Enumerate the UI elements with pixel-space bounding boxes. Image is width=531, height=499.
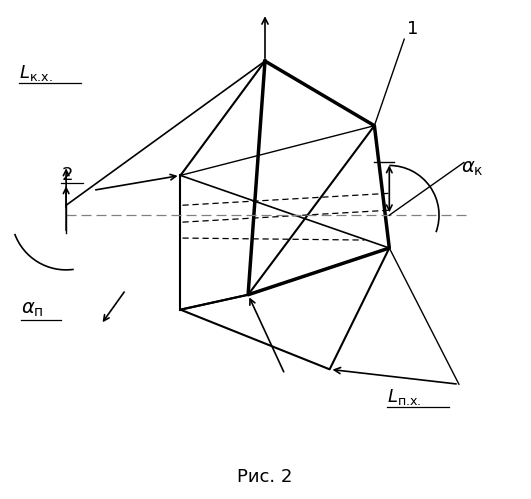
Text: Рис. 2: Рис. 2 [237,468,293,486]
Text: $\mathit{L}_{\text{к.х.}}$: $\mathit{L}_{\text{к.х.}}$ [19,63,53,83]
Text: $\mathit{L}_{\text{п.х.}}$: $\mathit{L}_{\text{п.х.}}$ [387,387,422,407]
Text: 2: 2 [61,166,73,185]
Text: 1: 1 [407,20,418,38]
Text: $\alpha_{\text{к}}$: $\alpha_{\text{к}}$ [461,159,484,178]
Text: $\alpha_{\text{п}}$: $\alpha_{\text{п}}$ [21,300,44,319]
